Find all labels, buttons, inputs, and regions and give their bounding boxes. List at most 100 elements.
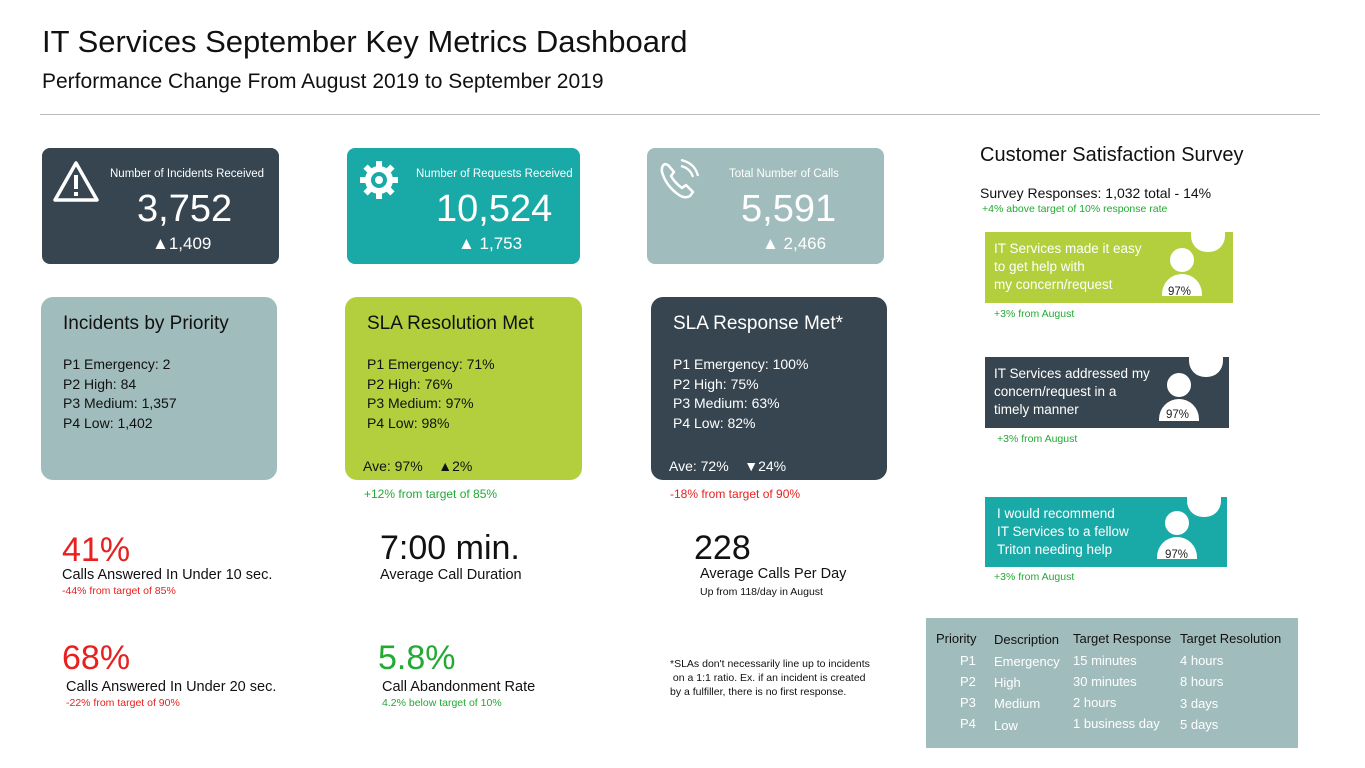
table-cell: 3 days: [1180, 696, 1219, 711]
person-icon: [1170, 248, 1194, 272]
list-item: P4 Low: 1,402: [63, 414, 153, 431]
table-cell: 8 hours: [1180, 674, 1224, 689]
survey-card-note: +3% from August: [997, 433, 1078, 445]
sla-response-title: SLA Response Met*: [673, 313, 844, 334]
requests-label: Number of Requests Received: [416, 168, 573, 180]
page-subtitle: Performance Change From August 2019 to S…: [42, 70, 604, 93]
kpi-call-duration-value: 7:00 min.: [380, 529, 520, 567]
survey-card-timely: IT Services addressed my concern/request…: [985, 357, 1229, 428]
calls-value: 5,591: [741, 188, 837, 230]
gear-icon: [360, 161, 398, 199]
sla-resolution-list: P1 Emergency: 71% P2 High: 76% P3 Medium…: [367, 355, 495, 433]
survey-card-note: +3% from August: [994, 308, 1075, 320]
footnote-line: on a 1:1 ratio. Ex. if an incident is cr…: [670, 672, 866, 684]
survey-card-line: I would recommend: [997, 506, 1115, 521]
table-cell: 5 days: [1180, 717, 1219, 732]
sla-response-list: P1 Emergency: 100% P2 High: 75% P3 Mediu…: [673, 355, 808, 433]
survey-card-line: Triton needing help: [997, 542, 1113, 557]
requests-received-card: Number of Requests Received 10,524 ▲ 1,7…: [347, 148, 580, 264]
person-icon-body: [1159, 399, 1199, 421]
survey-card-text: IT Services addressed my concern/request…: [994, 365, 1150, 419]
speech-bubble-icon: [1187, 497, 1221, 517]
table-cell: P4: [960, 716, 976, 731]
list-item: P1 Emergency: 71%: [367, 356, 495, 372]
kpi-call-duration-label: Average Call Duration: [380, 567, 522, 583]
sla-resolution-note: +12% from target of 85%: [364, 487, 498, 501]
footnote-line: *SLAs don't necessarily line up to incid…: [670, 658, 870, 670]
speech-bubble-icon: [1189, 357, 1223, 377]
list-item: P4 Low: 98%: [367, 414, 450, 431]
table-cell: Medium: [994, 696, 1041, 711]
survey-card-line: IT Services to a fellow: [997, 524, 1129, 539]
page-title: IT Services September Key Metrics Dashbo…: [42, 24, 688, 59]
person-icon-body: [1157, 537, 1197, 559]
table-cell: 4 hours: [1180, 653, 1224, 668]
requests-value: 10,524: [436, 188, 553, 230]
list-item: P3 Medium: 1,357: [63, 395, 177, 411]
header-divider: [40, 114, 1320, 115]
table-header: Target Response: [1073, 631, 1172, 646]
table-header: Priority: [936, 631, 977, 646]
survey-card-line: concern/request in a: [994, 384, 1117, 399]
sla-resolution-average: Ave: 97% ▲2%: [363, 458, 473, 474]
incidents-by-priority-title: Incidents by Priority: [63, 313, 229, 334]
survey-card-line: timely manner: [994, 402, 1079, 417]
table-cell: P1: [960, 653, 976, 668]
sla-resolution-title: SLA Resolution Met: [367, 313, 534, 334]
calls-label: Total Number of Calls: [729, 168, 839, 180]
table-cell: High: [994, 675, 1021, 690]
person-icon: [1167, 373, 1191, 397]
sla-resolution-box: SLA Resolution Met P1 Emergency: 71% P2 …: [345, 297, 582, 480]
sla-footnote: *SLAs don't necessarily line up to incid…: [670, 657, 870, 699]
incidents-value: 3,752: [137, 188, 233, 230]
sla-response-average: Ave: 72% ▼24%: [669, 458, 787, 474]
incidents-by-priority-box: Incidents by Priority P1 Emergency: 2 P2…: [41, 297, 277, 480]
survey-card-percent: 97%: [1168, 286, 1192, 298]
table-cell: 1 business day: [1073, 716, 1160, 731]
calls-delta: ▲ 2,466: [762, 234, 827, 253]
table-cell: 15 minutes: [1073, 653, 1137, 668]
kpi-answered-10s-value: 41%: [62, 531, 131, 569]
survey-card-line: to get help with: [994, 259, 1085, 274]
table-cell: 30 minutes: [1073, 674, 1137, 689]
kpi-calls-per-day-value: 228: [694, 529, 751, 567]
survey-card-percent: 97%: [1166, 409, 1190, 421]
priority-targets-table: Priority Description Target Response Tar…: [926, 618, 1298, 748]
kpi-abandonment-value: 5.8%: [378, 639, 456, 677]
kpi-answered-20s-label: Calls Answered In Under 20 sec.: [66, 679, 277, 695]
survey-card-text: I would recommend IT Services to a fello…: [997, 505, 1129, 559]
list-item: P2 High: 76%: [367, 375, 453, 392]
requests-delta: ▲ 1,753: [458, 234, 523, 253]
warning-icon: [53, 161, 99, 202]
survey-card-note: +3% from August: [994, 571, 1075, 583]
kpi-answered-10s-note: -44% from target of 85%: [62, 585, 176, 597]
person-icon-body: [1162, 274, 1202, 296]
kpi-abandonment-note: 4.2% below target of 10%: [382, 697, 502, 709]
list-item: P4 Low: 82%: [673, 414, 756, 431]
survey-card-recommend: I would recommend IT Services to a fello…: [985, 497, 1227, 567]
sla-response-note: -18% from target of 90%: [670, 487, 801, 501]
kpi-answered-20s-value: 68%: [62, 639, 131, 677]
footnote-line: by a fulfiller, there is no first respon…: [670, 686, 847, 698]
survey-card-text: IT Services made it easy to get help wit…: [994, 240, 1142, 294]
table-header: Target Resolution: [1180, 631, 1282, 646]
list-item: P1 Emergency: 100%: [673, 356, 809, 372]
table-cell: 2 hours: [1073, 695, 1117, 710]
sla-response-box: SLA Response Met* P1 Emergency: 100% P2 …: [651, 297, 887, 480]
list-item: P3 Medium: 97%: [367, 395, 474, 411]
list-item: P2 High: 84: [63, 375, 137, 392]
list-item: P2 High: 75%: [673, 375, 759, 392]
survey-card-line: IT Services made it easy: [994, 241, 1142, 256]
kpi-abandonment-label: Call Abandonment Rate: [382, 679, 536, 695]
survey-card-line: IT Services addressed my: [994, 366, 1150, 381]
incidents-received-card: Number of Incidents Received 3,752 ▲1,40…: [42, 148, 279, 264]
list-item: P1 Emergency: 2: [63, 356, 171, 372]
survey-card-line: my concern/request: [994, 277, 1113, 292]
incidents-by-priority-list: P1 Emergency: 2 P2 High: 84 P3 Medium: 1…: [63, 355, 177, 433]
survey-card-easy-help: IT Services made it easy to get help wit…: [985, 232, 1233, 303]
survey-responses: Survey Responses: 1,032 total - 14%: [980, 185, 1212, 201]
speech-bubble-icon: [1191, 232, 1225, 252]
kpi-answered-20s-note: -22% from target of 90%: [66, 697, 180, 709]
list-item: P3 Medium: 63%: [673, 395, 780, 411]
table-cell: P3: [960, 695, 976, 710]
